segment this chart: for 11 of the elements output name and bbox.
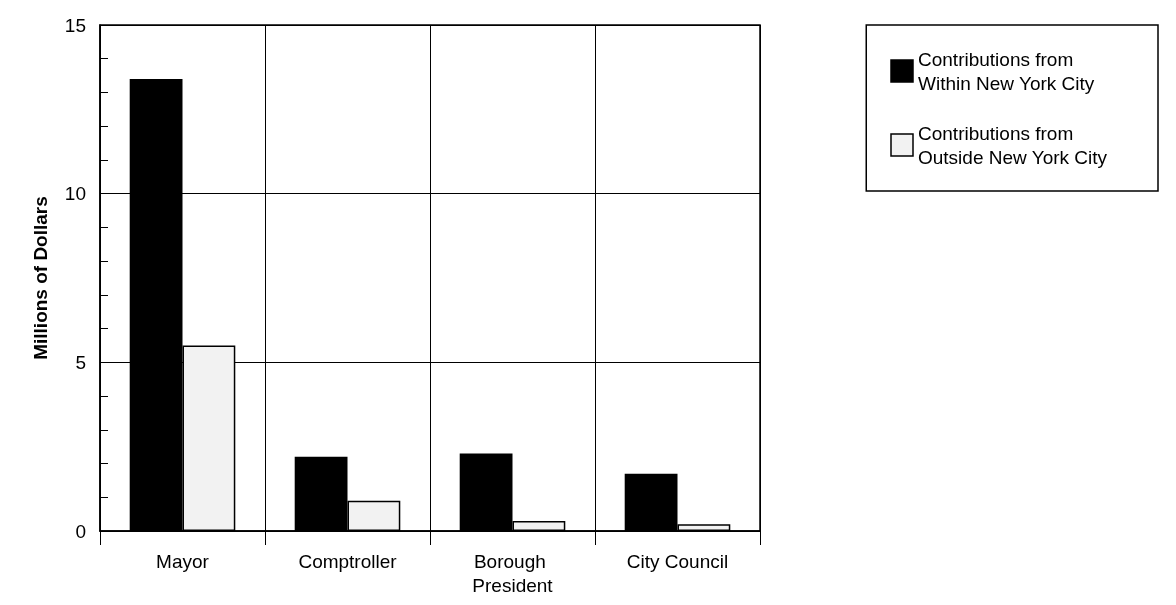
y-tick-label: 5	[75, 351, 86, 373]
x-tick-label: City Council	[626, 550, 729, 572]
legend-label: Contributions from Outside New York City	[918, 122, 1108, 168]
y-tick-label: 0	[75, 520, 86, 542]
legend-label: Contributions from Within New York City	[918, 48, 1095, 94]
y-tick-label: 15	[64, 14, 86, 36]
x-tick-label: Mayor	[156, 550, 210, 572]
x-tick-label: Comptroller	[298, 550, 398, 572]
y-axis-title: Millions of Dollars	[30, 196, 51, 360]
x-tick-label: Borough President	[472, 550, 554, 596]
y-tick-label: 10	[64, 183, 86, 205]
